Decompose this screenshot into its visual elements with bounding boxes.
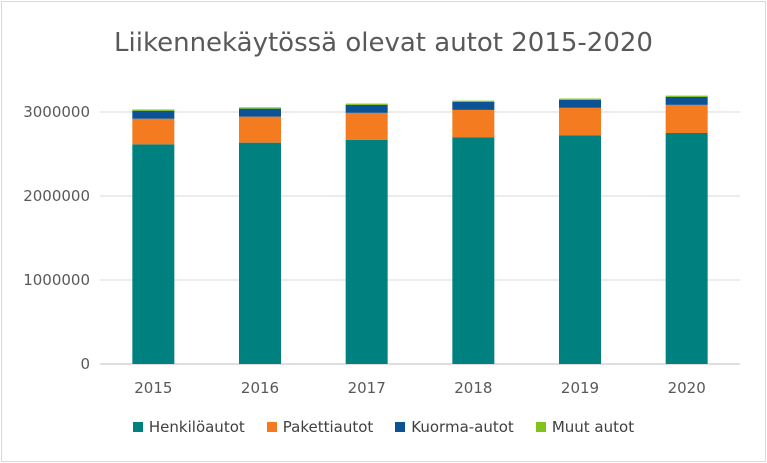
bar-segment xyxy=(239,116,281,143)
bar-segment xyxy=(559,107,601,136)
bar-segment xyxy=(452,137,495,364)
legend-item: Muut autot xyxy=(535,418,635,436)
bar-segment xyxy=(559,98,601,100)
bar-segment xyxy=(665,95,708,97)
legend-item: Kuorma-autot xyxy=(395,418,514,436)
bar-segment xyxy=(345,112,388,140)
bar-segment xyxy=(559,99,601,108)
legend-label: Kuorma-autot xyxy=(411,418,514,436)
bar-segment xyxy=(132,109,175,111)
y-tick-label: 2000000 xyxy=(23,187,90,205)
legend-swatch xyxy=(395,422,406,432)
bar-segment xyxy=(452,101,495,110)
chart-legend: Henkilöautot Pakettiautot Kuorma-autot Muut… xyxy=(0,418,767,436)
bar-segment xyxy=(239,108,281,117)
bar-segment xyxy=(132,144,175,364)
bar-segment xyxy=(452,109,495,138)
bar-segment xyxy=(345,139,388,364)
legend-item: Pakettiautot xyxy=(266,418,374,436)
x-tick-label: 2018 xyxy=(454,379,492,397)
bar-segment xyxy=(559,135,601,364)
x-tick-label: 2019 xyxy=(561,379,599,397)
x-tick-label: 2020 xyxy=(668,379,706,397)
legend-label: Henkilöautot xyxy=(148,418,245,436)
bar-segment xyxy=(452,100,495,102)
legend-label: Pakettiautot xyxy=(282,418,374,436)
bar-segment xyxy=(239,107,281,109)
bar-segment xyxy=(132,118,175,145)
y-tick-label: 0 xyxy=(80,355,90,373)
legend-item: Henkilöautot xyxy=(132,418,245,436)
bar-segment xyxy=(665,96,708,105)
x-tick-label: 2016 xyxy=(241,379,279,397)
bar-segment xyxy=(665,104,708,133)
legend-swatch xyxy=(535,422,546,432)
y-tick-label: 1000000 xyxy=(23,271,90,289)
x-tick-label: 2015 xyxy=(134,379,172,397)
bar-segment xyxy=(665,133,708,364)
legend-swatch xyxy=(266,422,277,432)
bar-segment xyxy=(345,103,388,105)
legend-swatch xyxy=(132,422,143,432)
bar-segment xyxy=(345,104,388,113)
y-tick-label: 3000000 xyxy=(23,103,90,121)
bar-segment xyxy=(239,142,281,364)
legend-label: Muut autot xyxy=(551,418,635,436)
x-tick-label: 2017 xyxy=(348,379,386,397)
bar-segment xyxy=(132,110,175,119)
chart-title: Liikennekäytössä olevat autot 2015-2020 xyxy=(114,28,653,58)
